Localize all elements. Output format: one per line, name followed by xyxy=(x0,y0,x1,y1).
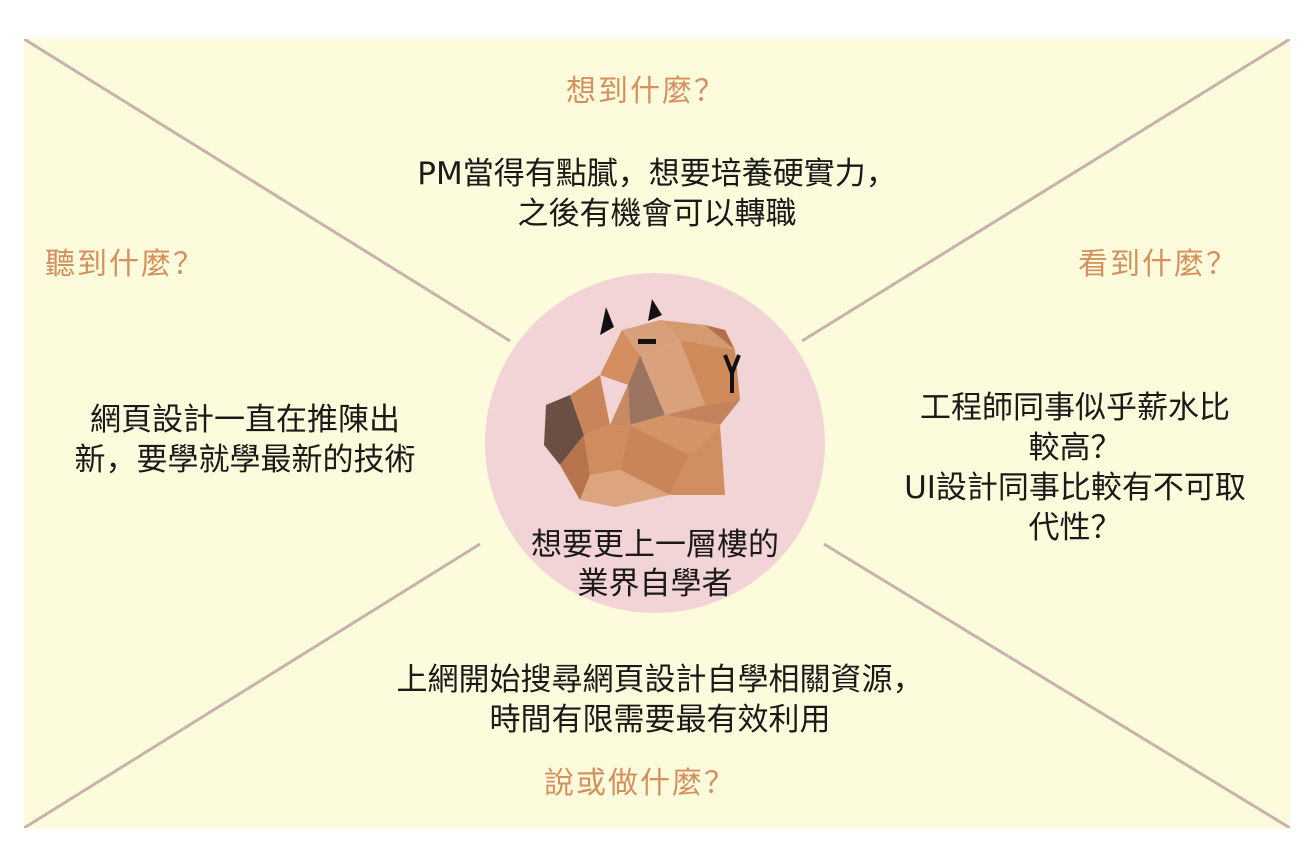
think-text-line: PM當得有點膩，想要培養硬實力， xyxy=(417,156,897,192)
label-see: 看到什麼？ xyxy=(1078,247,1238,282)
empathy-map-board xyxy=(24,39,1290,828)
persona-title-line: 業界自學者 xyxy=(577,566,733,602)
hear-text-line: 新，要學就學最新的技術 xyxy=(74,442,416,478)
say-do-text-line: 上網開始搜尋網頁設計自學相關資源， xyxy=(396,662,924,698)
diagonal-line-top-left xyxy=(24,39,511,343)
diagonal-line-bottom-right xyxy=(823,542,1290,828)
persona-title-line: 想要更上一層樓的 xyxy=(531,527,779,563)
label-hear: 聽到什麼？ xyxy=(45,247,205,282)
diagonal-line-bottom-left xyxy=(24,542,481,828)
diagonal-line-top-right xyxy=(801,39,1290,343)
say-do-text: 上網開始搜尋網頁設計自學相關資源， 時間有限需要最有效利用 xyxy=(340,660,980,740)
see-text-line: 工程師同事似乎薪水比 xyxy=(920,390,1230,426)
think-text-line: 之後有機會可以轉職 xyxy=(517,196,797,232)
see-text: 工程師同事似乎薪水比 較高？ UI設計同事比較有不可取 代性？ xyxy=(855,388,1295,548)
say-do-text-line: 時間有限需要最有效利用 xyxy=(489,702,831,738)
persona-title: 想要更上一層樓的 業界自學者 xyxy=(500,526,810,604)
label-think: 想到什麼？ xyxy=(566,74,726,109)
see-text-line: 代性？ xyxy=(1028,510,1122,546)
label-say-do: 說或做什麼？ xyxy=(544,766,736,801)
see-text-line: 較高？ xyxy=(1028,430,1122,466)
capybara-lowpoly-icon xyxy=(544,299,741,507)
think-text: PM當得有點膩，想要培養硬實力， 之後有機會可以轉職 xyxy=(357,154,957,234)
see-text-line: UI設計同事比較有不可取 xyxy=(904,470,1246,506)
hear-text-line: 網頁設計一直在推陳出 xyxy=(90,402,400,438)
hear-text: 網頁設計一直在推陳出 新，要學就學最新的技術 xyxy=(30,400,460,480)
